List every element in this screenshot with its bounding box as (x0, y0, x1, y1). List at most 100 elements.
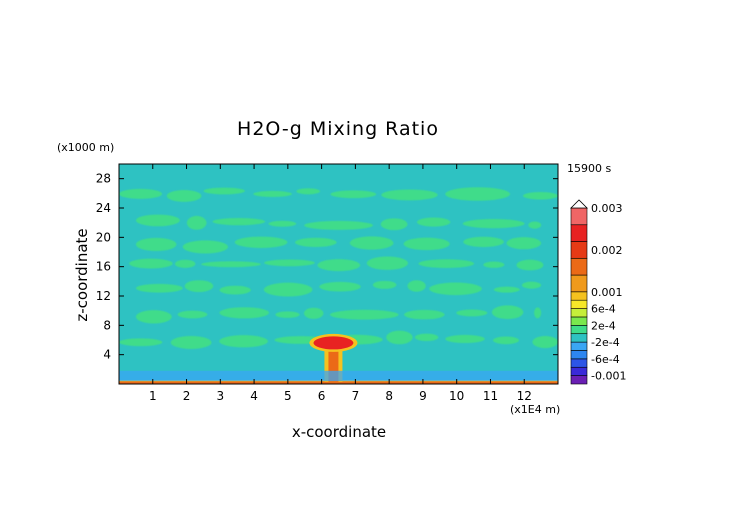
moist-cell (330, 190, 377, 199)
colorbar-label: 2e-4 (591, 319, 616, 332)
y-tick-label: 4 (103, 348, 111, 362)
moist-cell (380, 218, 408, 231)
moist-cell (319, 281, 361, 292)
moist-band-3 (129, 256, 544, 272)
moist-cell (219, 307, 269, 319)
x-tick-label: 11 (483, 389, 498, 403)
moist-cell (492, 336, 520, 345)
moist-cell (483, 261, 505, 268)
dry-layer-fill (119, 370, 558, 382)
moist-cell (296, 188, 321, 195)
moist-cell (303, 307, 324, 319)
moist-cell (372, 280, 397, 289)
moist-cell (201, 261, 261, 268)
moist-cell (462, 218, 525, 229)
plume-cap-core (313, 336, 354, 350)
moist-cell (253, 190, 293, 198)
y-axis-ticks: 4 8 12 16 20 24 28 (96, 172, 558, 362)
colorbar-over-arrow (570, 199, 588, 209)
plot-frame (118, 163, 559, 385)
moist-band-2 (135, 280, 542, 297)
moist-cell (119, 338, 163, 347)
colorbar-swatch (570, 358, 588, 368)
moist-cell (175, 259, 196, 268)
moist-cell (330, 309, 399, 320)
x-tick-label: 4 (250, 389, 258, 403)
surface-layer (119, 381, 558, 384)
colorbar: 0.003 0.002 0.001 6e-4 2e-4 -2e-4 -6e-4 -0.001 (570, 199, 626, 385)
y-tick-label: 28 (96, 172, 111, 186)
moist-cell (386, 330, 413, 345)
colorbar-swatch (570, 366, 588, 376)
moist-cell (381, 189, 438, 201)
colorbar-label: 0.001 (591, 286, 623, 299)
moist-cell (186, 215, 207, 230)
moist-cell (203, 187, 246, 195)
moist-cell (304, 220, 373, 230)
moist-cell (349, 236, 394, 250)
moist-cell (170, 335, 212, 349)
x-axis-label: x-coordinate (292, 423, 386, 441)
moist-cell (456, 309, 488, 317)
moist-cell (184, 280, 214, 293)
moist-cell (135, 237, 177, 252)
moist-cell (414, 333, 439, 342)
moist-cell (294, 237, 337, 248)
plume-stem-core (328, 345, 339, 382)
moist-cell (463, 236, 504, 248)
y-tick-label: 24 (96, 201, 111, 215)
moist-cell (119, 188, 163, 199)
moist-cell (521, 281, 542, 289)
moist-cell (493, 286, 520, 293)
moist-cell (317, 259, 361, 272)
time-label: 15900 s (567, 162, 611, 175)
moist-cell (516, 259, 544, 271)
moist-band-6 (119, 187, 558, 202)
mixing-ratio-field (119, 164, 558, 384)
moist-cell (522, 191, 558, 200)
moist-cell (275, 311, 300, 318)
moist-cell (212, 218, 266, 226)
x-tick-label: 12 (517, 389, 532, 403)
moist-cell (219, 285, 251, 295)
moist-cell (135, 310, 172, 324)
x-tick-label: 6 (318, 389, 326, 403)
moist-cell (366, 256, 409, 270)
x-tick-label: 1 (149, 389, 157, 403)
x-tick-label: 9 (419, 389, 427, 403)
moist-cell (182, 240, 229, 254)
y-tick-label: 20 (96, 230, 111, 244)
colorbar-swatch (570, 274, 588, 293)
colorbar-swatch (570, 375, 588, 385)
moist-cell (532, 335, 558, 349)
moist-cell (234, 236, 288, 248)
colorbar-swatch (570, 341, 588, 351)
chart-title: H2O-g Mixing Ratio (237, 118, 439, 140)
x-tick-label: 2 (183, 389, 191, 403)
colorbar-swatch (570, 333, 588, 343)
dry-layer (119, 370, 558, 382)
moist-cell (445, 187, 511, 201)
moist-cell (407, 280, 426, 292)
x-tick-label: 10 (449, 389, 464, 403)
colorbar-swatch (570, 350, 588, 360)
moist-cell (528, 221, 542, 229)
colorbar-label: 0.003 (591, 202, 623, 215)
x-tick-label: 8 (385, 389, 393, 403)
colorbar-label: -2e-4 (591, 336, 620, 349)
colorbar-label: 0.002 (591, 244, 623, 257)
colorbar-swatch (570, 257, 588, 276)
moist-cell (404, 309, 445, 320)
colorbar-swatch (570, 308, 588, 318)
moist-cell (418, 259, 475, 269)
moist-cell (429, 282, 482, 296)
moist-cell (268, 220, 297, 227)
colorbar-label: 6e-4 (591, 303, 616, 316)
moist-cell (445, 334, 485, 344)
moist-cell (506, 237, 542, 250)
colorbar-swatch (570, 241, 588, 259)
moist-band-4 (135, 236, 542, 254)
moist-band-5 (135, 214, 542, 231)
